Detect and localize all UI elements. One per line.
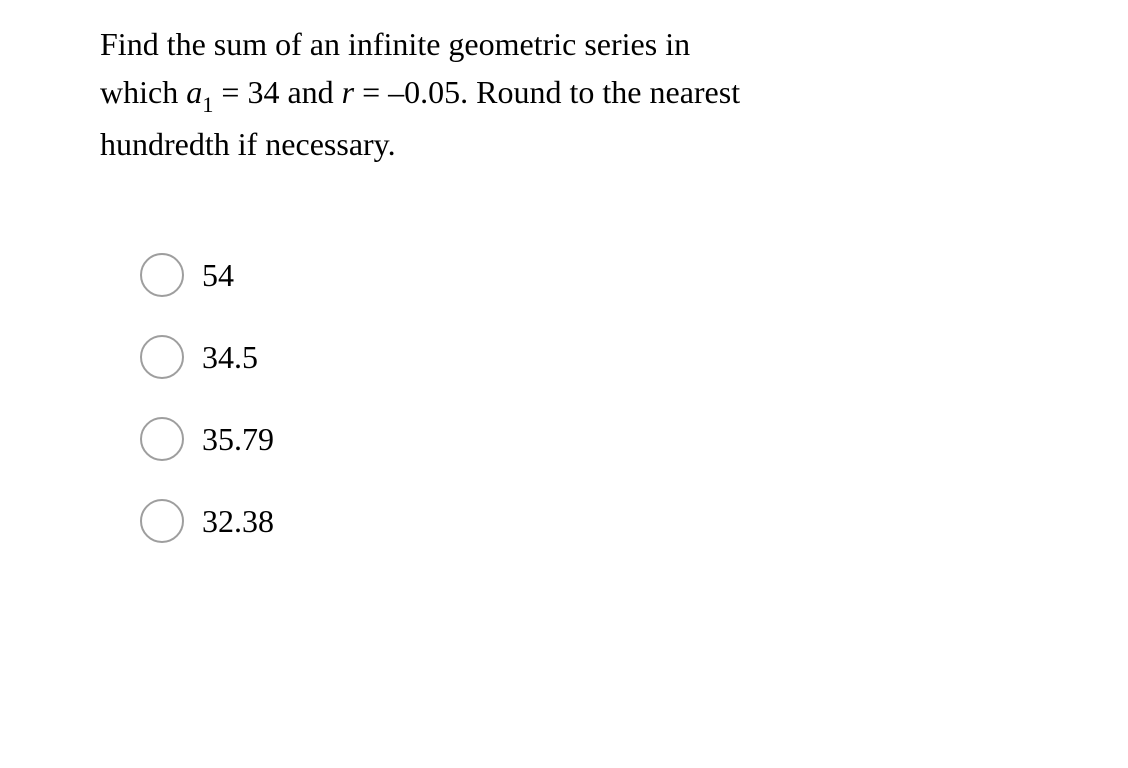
eq-part1: = 34 and: [213, 74, 341, 110]
option-label-2: 35.79: [202, 421, 274, 458]
neg-sign: –: [388, 74, 404, 110]
option-row-2: 35.79: [140, 417, 1028, 461]
option-label-1: 34.5: [202, 339, 258, 376]
var-a: a: [186, 74, 202, 110]
radio-button-3[interactable]: [140, 499, 184, 543]
option-label-3: 32.38: [202, 503, 274, 540]
radio-button-0[interactable]: [140, 253, 184, 297]
question-line2-prefix: which: [100, 74, 186, 110]
radio-button-1[interactable]: [140, 335, 184, 379]
eq-part2: =: [354, 74, 388, 110]
option-label-0: 54: [202, 257, 234, 294]
question-line3: hundredth if necessary.: [100, 126, 396, 162]
val2: 0.05. Round to the nearest: [404, 74, 740, 110]
question-text: Find the sum of an infinite geometric se…: [100, 20, 1028, 168]
option-row-1: 34.5: [140, 335, 1028, 379]
var-a-subscript: 1: [202, 92, 213, 117]
options-container: 54 34.5 35.79 32.38: [100, 253, 1028, 543]
var-r: r: [342, 74, 354, 110]
option-row-0: 54: [140, 253, 1028, 297]
option-row-3: 32.38: [140, 499, 1028, 543]
question-line1: Find the sum of an infinite geometric se…: [100, 26, 690, 62]
radio-button-2[interactable]: [140, 417, 184, 461]
